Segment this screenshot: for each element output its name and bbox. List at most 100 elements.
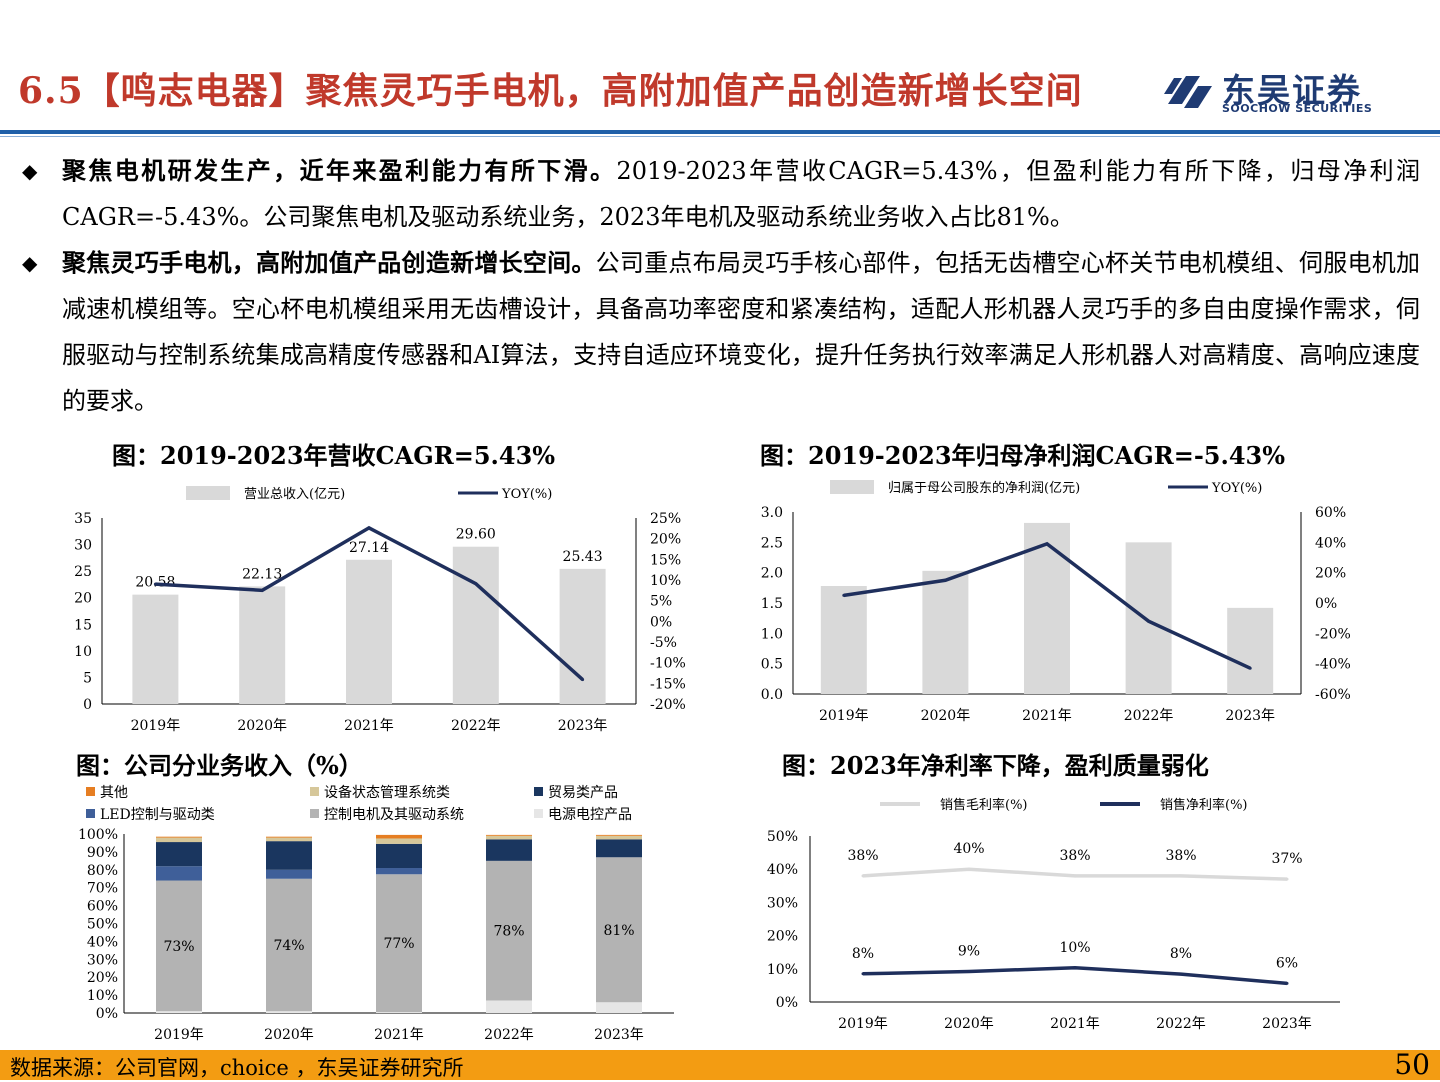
bullet-heading: 聚焦灵巧手电机，高附加值产品创造新增长空间。 <box>62 248 596 277</box>
margin-point <box>1073 874 1077 878</box>
x-tick-label: 2020年 <box>237 718 287 734</box>
soochow-logo-icon <box>1164 76 1212 108</box>
y-tick: 0% <box>776 995 798 1011</box>
margin-line <box>862 867 1288 881</box>
stacked-bar-segment <box>266 1011 312 1013</box>
y-tick-left: 1.0 <box>761 626 783 642</box>
x-tick-label: 2021年 <box>344 718 394 734</box>
y-tick: 70% <box>87 881 118 897</box>
y-tick: 20% <box>87 970 118 986</box>
margin-point <box>861 972 865 976</box>
point-value-label: 38% <box>1165 848 1196 864</box>
company-logo: 东吴证券 SOOCHOW SECURITIES <box>1160 64 1430 116</box>
margin-line <box>862 966 1288 986</box>
legend-label: 归属于母公司股东的净利润(亿元) <box>888 480 1080 496</box>
stacked-bar-segment <box>486 834 532 836</box>
y-tick-left: 20 <box>74 591 92 607</box>
segment-value-label: 73% <box>163 939 194 955</box>
x-tick-label: 2023年 <box>1225 708 1275 724</box>
page-title: 6.5【鸣志电器】聚焦灵巧手电机，高附加值产品创造新增长空间 <box>18 70 1083 112</box>
x-tick-label: 2020年 <box>264 1027 314 1043</box>
stacked-bar-segment <box>156 880 202 1012</box>
x-tick-label: 2019年 <box>838 1016 888 1032</box>
stacked-bar-segment <box>596 857 642 1003</box>
legend-label: YOY(%) <box>1211 481 1262 496</box>
margin-point <box>1179 972 1183 976</box>
stacked-bar-segment <box>156 837 202 843</box>
stacked-bar-segment <box>266 869 312 879</box>
bar <box>1024 522 1070 694</box>
legend-swatch <box>534 787 543 796</box>
y-tick-left: 2.0 <box>761 566 783 582</box>
bar-value-label: 25.43 <box>563 549 603 565</box>
legend-label: 销售净利率(%) <box>1160 797 1248 813</box>
point-value-label: 40% <box>953 841 984 857</box>
y-tick-left: 15 <box>74 617 92 633</box>
stacked-bar-segment <box>266 837 312 842</box>
stacked-bar-segment <box>596 835 642 840</box>
y-tick-right: 15% <box>650 552 681 568</box>
bar <box>820 586 867 694</box>
y-tick-left: 25 <box>74 564 92 580</box>
point-value-label: 37% <box>1271 851 1302 867</box>
y-tick-right: -40% <box>1315 657 1351 673</box>
legend-label: YOY(%) <box>501 487 552 502</box>
point-value-label: 8% <box>1170 946 1192 962</box>
margin-point <box>1179 874 1183 878</box>
chart-title-revenue: 图：2019-2023年营收CAGR=5.43% <box>112 441 556 470</box>
x-tick-label: 2020年 <box>944 1016 994 1032</box>
stacked-bar-segment <box>156 842 202 867</box>
margin-point <box>1073 966 1077 970</box>
x-tick-label: 2020年 <box>921 708 971 724</box>
x-tick-label: 2019年 <box>131 718 181 734</box>
stacked-bar-segment <box>596 839 642 858</box>
legend-swatch <box>534 809 543 818</box>
bullet-item: ◆ 聚焦灵巧手电机，高附加值产品创造新增长空间。公司重点布局灵巧手核心部件，包括… <box>20 240 1420 424</box>
point-value-label: 9% <box>958 943 980 959</box>
legend-label: 销售毛利率(%) <box>940 797 1028 813</box>
y-tick-right: -60% <box>1315 687 1351 703</box>
stacked-bar-segment <box>376 834 422 839</box>
yoy-point <box>842 593 846 597</box>
x-tick-label: 2023年 <box>1262 1016 1312 1032</box>
x-tick-label: 2022年 <box>451 718 501 734</box>
y-tick: 90% <box>87 845 118 861</box>
stacked-bar-segment <box>376 843 422 869</box>
yoy-point <box>367 526 371 530</box>
x-tick-label: 2023年 <box>558 718 608 734</box>
margin-point <box>967 969 971 973</box>
bar-value-label: 29.60 <box>456 527 496 543</box>
y-tick-left: 5 <box>83 670 92 686</box>
y-tick-right: -15% <box>650 676 686 692</box>
y-tick: 30% <box>87 952 118 968</box>
stacked-bar-segment <box>486 860 532 1001</box>
segment-value-label: 74% <box>273 938 304 954</box>
bullet-item: ◆ 聚焦电机研发生产，近年来盈利能力有所下滑。2019-2023年营收CAGR=… <box>20 148 1420 240</box>
stacked-bar-segment <box>596 1002 642 1013</box>
point-value-label: 38% <box>847 848 878 864</box>
stacked-bar-segment <box>156 1011 202 1013</box>
legend-label: 贸易类产品 <box>548 785 618 801</box>
segment-value-label: 81% <box>603 923 634 939</box>
stacked-bar-segment <box>376 1012 422 1013</box>
yoy-point <box>260 588 264 592</box>
bullet-list: ◆ 聚焦电机研发生产，近年来盈利能力有所下滑。2019-2023年营收CAGR=… <box>20 148 1420 424</box>
point-value-label: 38% <box>1059 848 1090 864</box>
y-tick: 60% <box>87 899 118 915</box>
point-value-label: 8% <box>852 946 874 962</box>
y-tick-right: 0% <box>1315 596 1337 612</box>
stacked-bar-segment <box>266 836 312 838</box>
segment-value-label: 77% <box>383 936 414 952</box>
bar <box>922 570 969 694</box>
y-tick: 100% <box>78 827 118 843</box>
stacked-bar-segment <box>156 836 202 838</box>
yoy-point <box>474 582 478 586</box>
bar <box>346 559 392 704</box>
y-tick: 40% <box>87 934 118 950</box>
bar <box>132 594 179 704</box>
y-tick-left: 0.0 <box>761 687 783 703</box>
margin-chart: 销售毛利率(%) 销售净利率(%) 0% 10% 20% 30% 40% 50% 2019年 20… <box>767 797 1340 1032</box>
y-tick: 0% <box>96 1006 118 1022</box>
stacked-bar-segment <box>376 874 422 1013</box>
y-tick: 40% <box>767 862 798 878</box>
